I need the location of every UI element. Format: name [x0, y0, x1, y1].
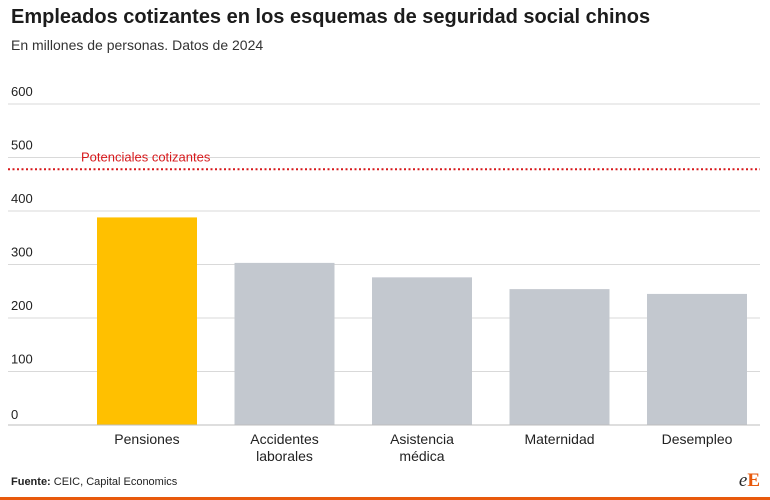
x-category-label: Desempleo — [662, 431, 733, 447]
logo-big-letter: E — [747, 470, 760, 491]
bottom-accent-rule — [0, 497, 770, 500]
reference-line-label: Potenciales cotizantes — [81, 149, 211, 164]
bar — [647, 293, 747, 425]
source-label: Fuente: — [11, 476, 51, 488]
x-category-label: laborales — [256, 448, 313, 464]
x-category-label: médica — [399, 448, 444, 464]
bar — [509, 289, 610, 425]
x-category-label: Asistencia — [390, 431, 454, 447]
bar — [234, 262, 335, 425]
y-tick-label: 500 — [11, 138, 33, 153]
x-category-label: Pensiones — [114, 431, 179, 447]
y-tick-label: 400 — [11, 191, 33, 206]
bar-chart: 0 100 200 300 400 500 600 Pensiones Accidentesla… — [8, 84, 760, 464]
y-tick-label: 600 — [11, 84, 33, 99]
source-note: Fuente: CEIC, Capital Economics — [11, 476, 177, 488]
chart-subtitle: En millones de personas. Datos de 2024 — [11, 37, 264, 53]
logo-small-letter: e — [738, 470, 748, 491]
bar — [372, 277, 472, 425]
source-text: CEIC, Capital Economics — [53, 476, 178, 488]
bar — [97, 217, 197, 425]
y-tick-label: 100 — [11, 352, 33, 367]
x-category-label: Accidentes — [250, 431, 318, 447]
y-tick-label: 300 — [11, 245, 33, 260]
publisher-logo: eE — [739, 470, 760, 492]
chart-title: Empleados cotizantes en los esquemas de … — [11, 6, 651, 28]
x-category-label: Maternidad — [524, 431, 594, 447]
y-tick-label: 200 — [11, 298, 33, 313]
y-tick-label: 0 — [11, 407, 18, 422]
